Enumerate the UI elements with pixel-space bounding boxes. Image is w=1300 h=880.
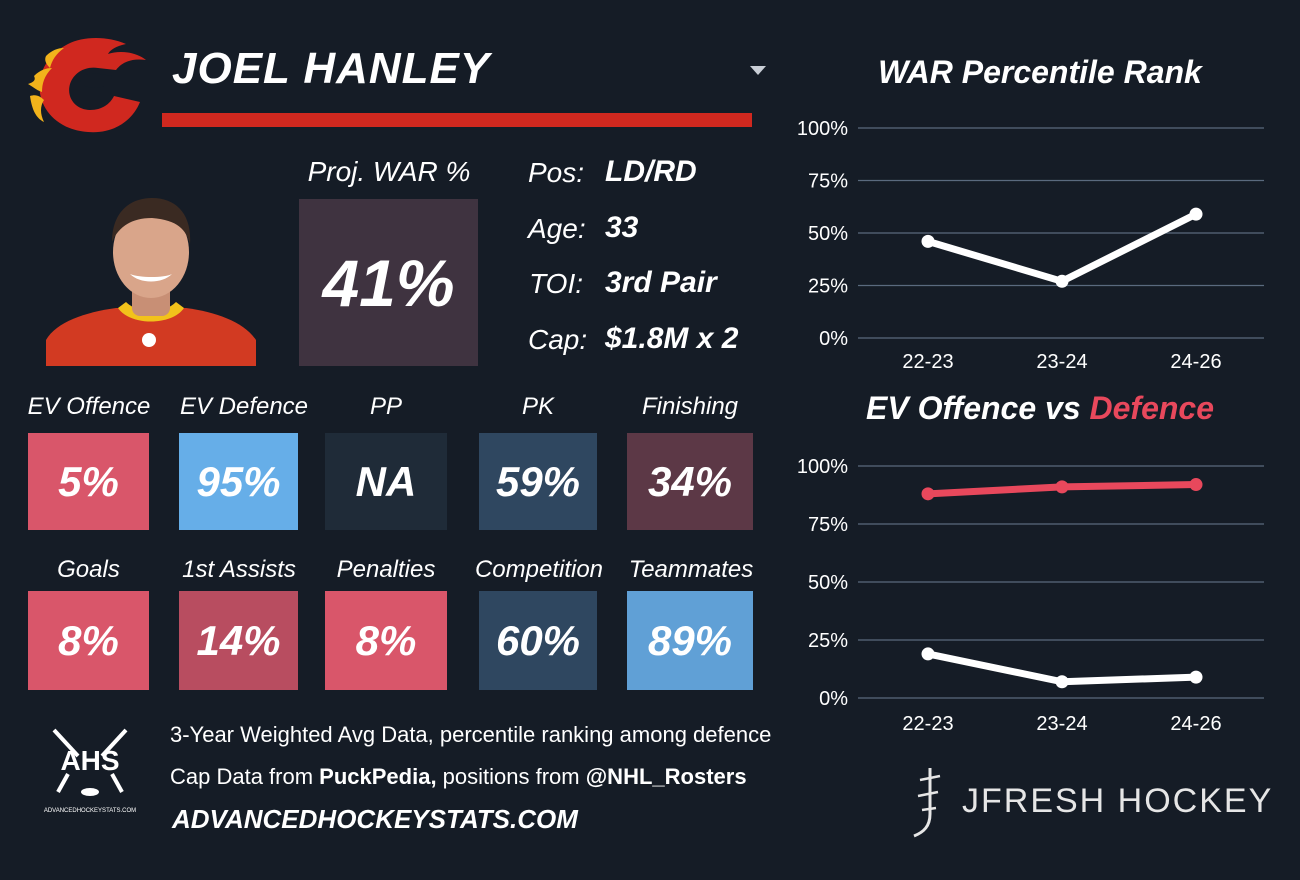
tile-label-pp: PP bbox=[369, 393, 402, 420]
chart1-series-point-0 bbox=[921, 234, 935, 248]
chart2-ytick-label: 50% bbox=[808, 572, 848, 594]
projection-label: Proj. WAR % bbox=[307, 156, 471, 187]
chart1-series-point-0 bbox=[1189, 207, 1203, 221]
chart2-ytick-label: 100% bbox=[797, 456, 848, 478]
ahs-logo-subtext: ADVANCEDHOCKEYSTATS.COM bbox=[43, 808, 137, 814]
team-logo-icon bbox=[28, 38, 147, 133]
tile-ev-defence: 95% bbox=[179, 433, 298, 530]
tile-label-ev-offence: EV Offence bbox=[27, 393, 151, 420]
tile-penalties: 8% bbox=[325, 591, 447, 690]
chart2-series-point-0 bbox=[1189, 670, 1203, 684]
chart1-xtick-label: 24-26 bbox=[1170, 351, 1221, 373]
footer-sources: Cap Data from PuckPedia, positions from … bbox=[170, 764, 747, 790]
chart1-ytick-label: 25% bbox=[808, 276, 848, 298]
title-underline bbox=[162, 113, 752, 127]
tile-label-competition: Competition bbox=[474, 556, 604, 583]
chart1-xtick-label: 23-24 bbox=[1036, 351, 1087, 373]
info-label-cap: Cap: bbox=[528, 324, 588, 355]
nhl-rosters-credit: @NHL_Rosters bbox=[585, 764, 747, 789]
site-url: ADVANCEDHOCKEYSTATS.COM bbox=[172, 804, 578, 834]
footer-sources-prefix: Cap Data from bbox=[170, 764, 320, 789]
tile-pk: 59% bbox=[479, 433, 597, 530]
footer-sources-mid: positions from bbox=[436, 764, 586, 789]
chart2-series-point-1 bbox=[921, 487, 935, 501]
tile-1st-assists: 14% bbox=[179, 591, 298, 690]
info-value-cap: $1.8M x 2 bbox=[605, 322, 739, 355]
tile-label-pk: PK bbox=[521, 393, 554, 420]
chart2-title-defence: Defence bbox=[1089, 390, 1215, 426]
tile-label-goals: Goals bbox=[57, 556, 120, 583]
jfresh-logo-icon bbox=[913, 768, 941, 838]
chevron-down-icon[interactable] bbox=[750, 66, 766, 75]
chart1-ytick-label: 75% bbox=[808, 171, 848, 193]
chart1-xtick-label: 22-23 bbox=[902, 351, 953, 373]
tile-teammates: 89% bbox=[627, 591, 753, 690]
ahs-logo-icon bbox=[52, 728, 128, 796]
tile-ev-offence: 5% bbox=[28, 433, 149, 530]
info-label-toi: TOI: bbox=[529, 268, 583, 299]
projection-value: 41% bbox=[299, 199, 478, 366]
chart2-ytick-label: 25% bbox=[808, 630, 848, 652]
tile-label-penalties: Penalties bbox=[336, 556, 436, 583]
info-value-toi: 3rd Pair bbox=[605, 266, 717, 299]
chart2-xtick-label: 22-23 bbox=[902, 713, 953, 735]
tile-competition: 60% bbox=[479, 591, 597, 690]
chart1-ytick-label: 100% bbox=[797, 118, 848, 140]
player-name: JOEL HANLEY bbox=[172, 44, 491, 93]
ahs-logo-text: AHS bbox=[60, 745, 120, 776]
tile-label-1st-assists: 1st Assists bbox=[182, 556, 296, 583]
chart2-title: EV Offence vs Defence bbox=[820, 390, 1260, 427]
info-value-pos: LD/RD bbox=[605, 155, 697, 188]
tile-label-finishing: Finishing bbox=[641, 393, 739, 420]
tile-goals: 8% bbox=[28, 591, 149, 690]
tile-finishing: 34% bbox=[627, 433, 753, 530]
war-percentile-chart: 0% 25% 50% 75% 100% 22-23 23-24 24-26 bbox=[797, 118, 1264, 373]
chart2-series-point-1 bbox=[1189, 478, 1203, 492]
chart1-title: WAR Percentile Rank bbox=[878, 54, 1202, 90]
chart2-ytick-label: 0% bbox=[819, 688, 848, 710]
chart1-ytick-label: 0% bbox=[819, 328, 848, 350]
footer-note: 3-Year Weighted Avg Data, percentile ran… bbox=[170, 722, 772, 747]
info-label-age: Age: bbox=[528, 213, 586, 244]
chart1-ytick-label: 50% bbox=[808, 223, 848, 245]
chart2-series-point-0 bbox=[1055, 675, 1069, 689]
player-photo bbox=[46, 198, 256, 366]
chart2-title-offence: EV Offence vs bbox=[865, 390, 1090, 426]
chart2-ytick-label: 75% bbox=[808, 514, 848, 536]
tile-pp: NA bbox=[325, 433, 447, 530]
chart2-series-point-1 bbox=[1055, 480, 1069, 494]
chart2-xtick-label: 24-26 bbox=[1170, 713, 1221, 735]
brand-name: JFRESH HOCKEY bbox=[962, 782, 1274, 820]
info-value-age: 33 bbox=[605, 211, 639, 244]
chart1-series-point-0 bbox=[1055, 274, 1069, 288]
tile-label-ev-defence: EV Defence bbox=[179, 393, 309, 420]
chart1-series-line-0 bbox=[924, 210, 1200, 285]
puckpedia-credit: PuckPedia, bbox=[319, 764, 437, 789]
ev-offence-defence-chart: 0% 25% 50% 75% 100% 22-23 23-24 24-26 bbox=[797, 456, 1264, 735]
info-label-pos: Pos: bbox=[528, 157, 585, 188]
chart2-xtick-label: 23-24 bbox=[1036, 713, 1087, 735]
tile-label-teammates: Teammates bbox=[628, 556, 754, 583]
chart2-series-point-0 bbox=[921, 647, 935, 661]
